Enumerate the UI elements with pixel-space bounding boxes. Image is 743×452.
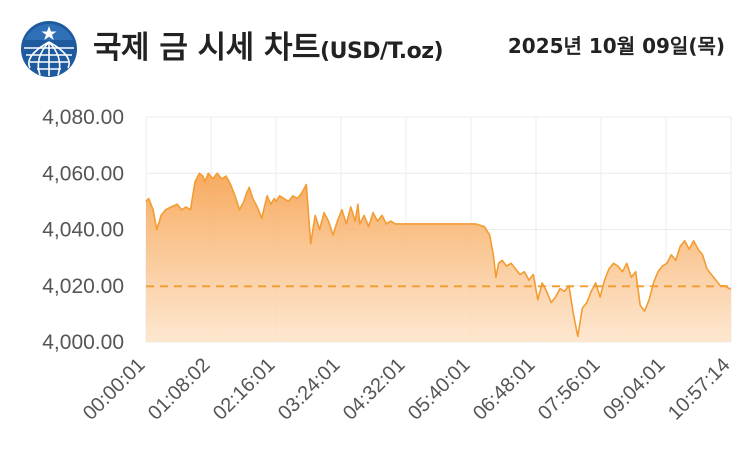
y-axis: 4,080.00 4,060.00 4,040.00 4,020.00 4,000.00: [42, 106, 124, 354]
x-tick-label: 10:57:14: [664, 354, 735, 425]
x-tick-label: 03:24:01: [274, 354, 345, 425]
x-tick-label: 09:04:01: [599, 354, 670, 425]
x-tick-label: 00:00:01: [79, 354, 150, 425]
y-tick-label: 4,080.00: [42, 106, 124, 129]
globe-logo-icon: [21, 21, 77, 77]
chart-header: 국제 금 시세 차트(USD/T.oz) 2025년 10월 09일(목): [0, 0, 743, 90]
x-tick-label: 05:40:01: [404, 354, 475, 425]
y-tick-label: 4,060.00: [42, 162, 124, 185]
y-tick-label: 4,020.00: [42, 275, 124, 298]
y-tick-label: 4,040.00: [42, 219, 124, 242]
y-tick-label: 4,000.00: [42, 331, 124, 354]
chart-title: 국제 금 시세 차트(USD/T.oz): [93, 30, 444, 66]
x-axis: 00:00:0101:08:0202:16:0103:24:0104:32:01…: [79, 354, 735, 425]
price-series-line: [145, 172, 731, 338]
unit-label: (USD/T.oz): [320, 39, 444, 64]
x-tick-label: 01:08:02: [144, 354, 215, 425]
date-label: 2025년 10월 09일(목): [507, 34, 725, 58]
x-tick-label: 02:16:01: [209, 354, 280, 425]
price-area-fill: [146, 173, 731, 342]
x-tick-label: 07:56:01: [534, 354, 605, 425]
x-tick-label: 04:32:01: [339, 354, 410, 425]
x-tick-label: 06:48:01: [469, 354, 540, 425]
